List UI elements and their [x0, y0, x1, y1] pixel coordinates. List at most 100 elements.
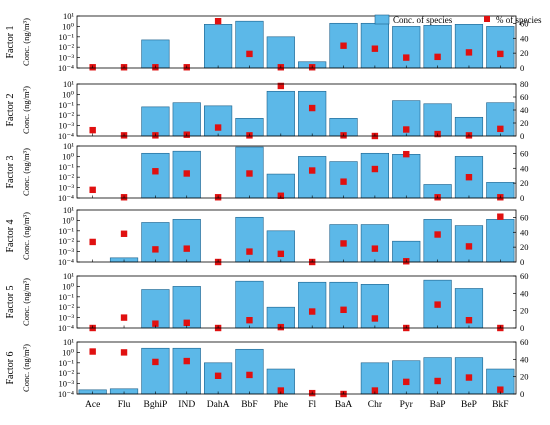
- bar-bep: [454, 24, 484, 69]
- bar-fl: [298, 156, 327, 199]
- left-axis-title: Conc. (ng/m³): [21, 18, 31, 66]
- left-tick-label: 10⁰: [62, 21, 75, 31]
- bar-bghip: [141, 152, 170, 199]
- bar-ind: [172, 102, 201, 137]
- marker-ace: [89, 126, 96, 134]
- left-tick-label: 10⁻³: [58, 53, 74, 63]
- panel-label: Factor 6: [5, 351, 16, 384]
- left-tick-label: 10⁻²: [58, 172, 74, 182]
- marker-daha: [214, 372, 222, 379]
- right-tick-label: 60: [520, 92, 529, 102]
- marker-flu: [120, 314, 128, 321]
- category-label-bbf: BbF: [241, 400, 257, 410]
- left-tick-label: 10⁻¹: [58, 292, 74, 302]
- marker-ind: [183, 170, 190, 177]
- bar-phe: [266, 230, 295, 263]
- bar-pyr: [392, 26, 421, 69]
- panel-label: Factor 3: [5, 155, 16, 188]
- bar-daha: [204, 24, 233, 69]
- category-label-flu: Flu: [118, 400, 131, 410]
- marker-pyr: [403, 150, 410, 158]
- left-tick-label: 10⁻⁴: [58, 389, 74, 399]
- right-tick-label: 0: [520, 257, 524, 267]
- category-label-bap: BaP: [430, 400, 446, 410]
- marker-baa: [340, 178, 347, 185]
- bar-bap: [423, 357, 452, 395]
- legend-bar-label: Conc. of species: [393, 15, 453, 25]
- marker-bbf: [246, 170, 253, 177]
- marker-daha: [214, 124, 222, 131]
- bar-bghip: [141, 106, 170, 137]
- left-tick-label: 10⁻¹: [58, 358, 74, 368]
- bar-bghip: [141, 347, 170, 395]
- panel-label: Factor 2: [5, 93, 16, 126]
- bar-chr: [360, 224, 389, 263]
- left-tick-label: 10⁻⁴: [58, 63, 74, 73]
- marker-fl: [308, 167, 316, 174]
- bar-daha: [204, 105, 233, 137]
- marker-pyr: [403, 126, 410, 133]
- left-tick-label: 10⁰: [62, 215, 75, 225]
- marker-bbf: [246, 317, 253, 324]
- bar-bbf: [235, 20, 264, 69]
- marker-chr: [371, 245, 379, 252]
- bar-ind: [172, 219, 201, 263]
- left-tick-label: 10⁻³: [58, 313, 74, 323]
- left-axis-title: Conc. (ng/m³): [21, 344, 31, 392]
- bar-bap: [423, 25, 452, 69]
- marker-bep: [465, 174, 473, 181]
- marker-bap: [434, 377, 441, 385]
- left-tick-label: 10¹: [63, 79, 75, 89]
- bar-bbf: [235, 348, 264, 395]
- right-tick-label: 40: [520, 354, 529, 364]
- right-tick-label: 20: [520, 178, 529, 188]
- legend-marker-label: % of species: [496, 15, 542, 25]
- category-label-phe: Phe: [274, 400, 288, 410]
- bar-pyr: [392, 154, 421, 199]
- right-tick-label: 80: [520, 79, 529, 89]
- right-tick-label: 0: [520, 323, 524, 333]
- left-tick-label: 10⁻¹: [58, 162, 74, 172]
- marker-fl: [308, 308, 316, 315]
- panel-frame: [76, 209, 517, 263]
- bar-bbf: [235, 216, 264, 263]
- left-tick-label: 10¹: [63, 11, 75, 21]
- marker-fl: [308, 104, 316, 112]
- right-tick-label: 40: [520, 227, 529, 237]
- right-tick-label: 20: [520, 118, 529, 128]
- marker-bbf: [246, 371, 253, 379]
- marker-bep: [465, 49, 473, 56]
- left-tick-label: 10⁻⁴: [58, 323, 74, 333]
- marker-chr: [371, 315, 379, 322]
- left-tick-label: 10¹: [63, 337, 75, 347]
- left-tick-label: 10⁻⁴: [58, 257, 74, 267]
- marker-bghip: [152, 320, 159, 327]
- marker-pyr: [403, 54, 410, 61]
- bar-phe: [266, 90, 295, 137]
- category-label-bep: BeP: [461, 400, 477, 410]
- marker-baa: [340, 42, 347, 49]
- left-tick-label: 10⁻²: [58, 110, 74, 120]
- right-tick-label: 60: [520, 148, 529, 158]
- legend-bar-swatch: [374, 14, 390, 25]
- marker-ace: [89, 348, 96, 355]
- marker-phe: [277, 387, 285, 394]
- marker-bkf: [497, 50, 504, 58]
- marker-bkf: [497, 386, 504, 393]
- marker-bep: [465, 374, 473, 381]
- panel-label: Factor 4: [5, 219, 16, 252]
- category-label-bkf: BkF: [492, 400, 508, 410]
- bar-bghip: [141, 222, 170, 263]
- legend: Conc. of species % of species: [374, 14, 542, 25]
- marker-pyr: [403, 378, 410, 386]
- category-label-ind: IND: [178, 400, 195, 410]
- left-tick-label: 10⁻²: [58, 236, 74, 246]
- left-tick-label: 10⁰: [62, 347, 75, 357]
- right-tick-label: 40: [520, 288, 529, 298]
- marker-baa: [340, 306, 347, 313]
- right-tick-label: 20: [520, 372, 529, 382]
- marker-ace: [89, 186, 96, 194]
